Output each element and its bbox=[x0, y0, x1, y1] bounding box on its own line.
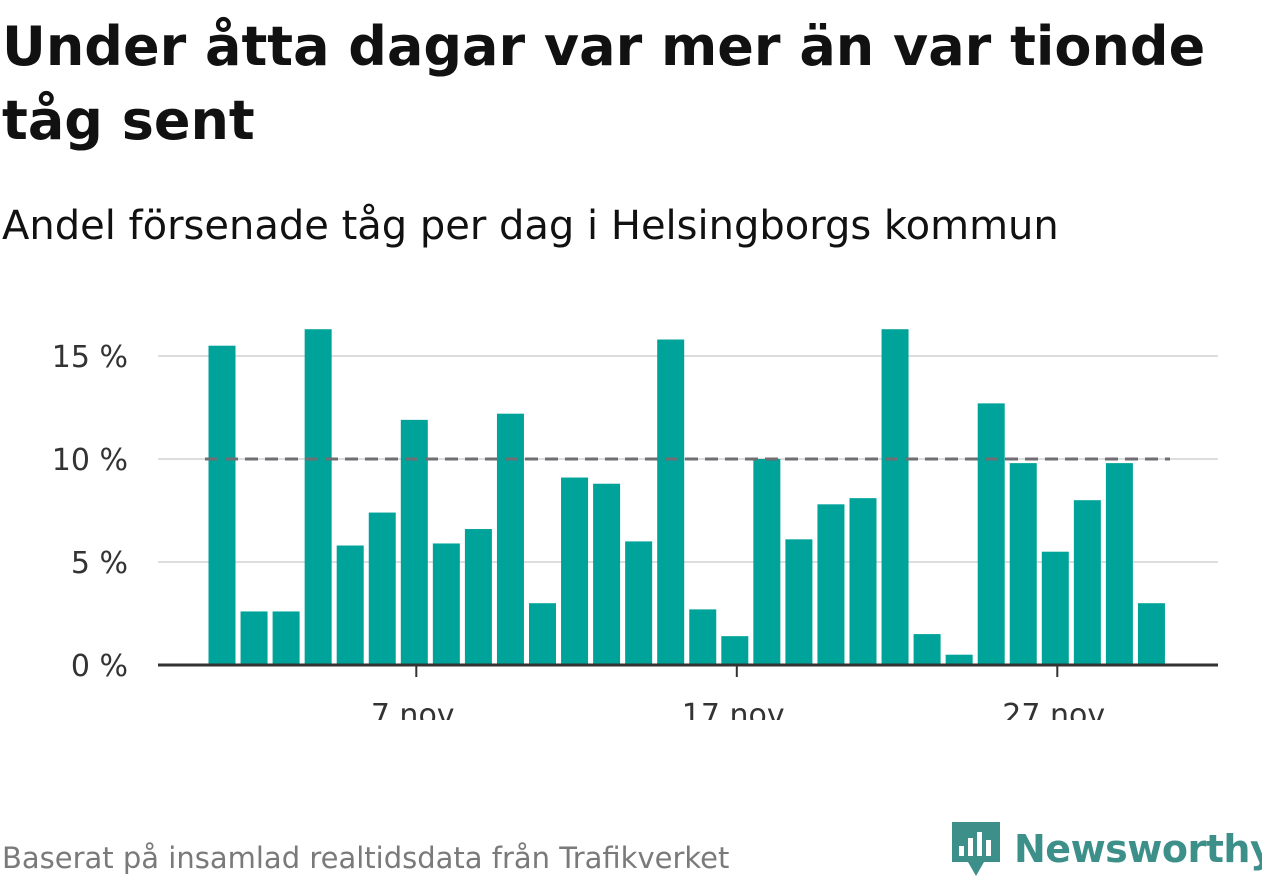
axes: 0 % 5 % 10 % 15 % 7 nov. 17 nov. 27 nov. bbox=[52, 340, 1218, 720]
bar-chart: 0 % 5 % 10 % 15 % 7 nov. 17 nov. 27 nov. bbox=[52, 329, 1218, 720]
bar bbox=[785, 539, 813, 665]
bar bbox=[977, 403, 1005, 665]
source-note: Baserat på insamlad realtidsdata från Tr… bbox=[2, 841, 730, 875]
bar bbox=[240, 611, 268, 665]
brand-logo[interactable]: Newsworthy bbox=[950, 818, 1262, 880]
y-tick-label: 0 % bbox=[71, 649, 128, 684]
bar bbox=[400, 419, 428, 665]
bar bbox=[1073, 500, 1101, 665]
bar bbox=[721, 636, 749, 665]
bar bbox=[945, 654, 973, 665]
bar bbox=[496, 413, 524, 665]
chart-title: Under åtta dagar var mer än var tionde t… bbox=[2, 15, 1206, 152]
bar bbox=[1105, 463, 1133, 665]
bar bbox=[272, 611, 300, 665]
newsworthy-logo-icon bbox=[952, 822, 1000, 876]
brand-name: Newsworthy bbox=[1014, 827, 1262, 871]
bar bbox=[849, 498, 877, 665]
x-tick-label: 17 nov. bbox=[682, 698, 792, 720]
x-tick-label: 7 nov. bbox=[371, 698, 462, 720]
bar bbox=[464, 529, 492, 665]
bar bbox=[881, 329, 909, 665]
bar bbox=[336, 545, 364, 665]
y-tick-label: 5 % bbox=[71, 546, 128, 581]
x-tick-label: 27 nov. bbox=[1002, 698, 1112, 720]
bar bbox=[913, 634, 941, 665]
bar bbox=[561, 477, 589, 665]
bar bbox=[529, 603, 556, 665]
bars bbox=[208, 329, 1165, 665]
bar bbox=[817, 504, 845, 665]
bar bbox=[1041, 551, 1069, 665]
bar bbox=[432, 543, 460, 665]
y-tick-label: 15 % bbox=[52, 340, 128, 375]
bar bbox=[1137, 603, 1165, 665]
bar bbox=[208, 345, 236, 665]
bar bbox=[753, 459, 781, 665]
y-tick-label: 10 % bbox=[52, 443, 128, 478]
bar bbox=[593, 483, 621, 665]
bar bbox=[625, 541, 653, 665]
bar bbox=[689, 609, 717, 665]
bar bbox=[368, 512, 396, 665]
bar bbox=[657, 339, 685, 665]
bar bbox=[1009, 463, 1037, 665]
bar bbox=[304, 329, 332, 665]
chart-subtitle: Andel försenade tåg per dag i Helsingbor… bbox=[2, 203, 1059, 249]
